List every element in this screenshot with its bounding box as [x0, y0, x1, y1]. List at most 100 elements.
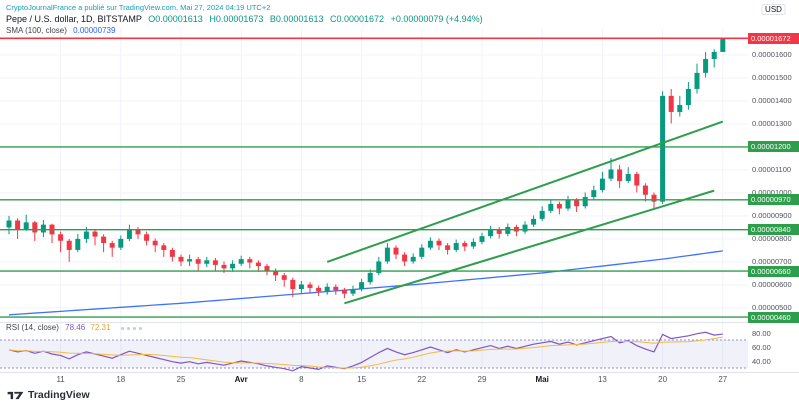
candle-body [273, 270, 279, 276]
candle-body [522, 224, 528, 232]
price-axis-label: 0.00001100 [752, 165, 792, 175]
trend-channel-line [326, 120, 724, 263]
candle-body [453, 243, 459, 250]
rsi-value: 78.46 [65, 323, 86, 332]
tradingview-logo-icon [7, 391, 24, 399]
rsi-ma-value: 72.31 [90, 323, 111, 332]
candle-body [539, 210, 545, 219]
candle-body [187, 259, 193, 262]
candle-body [685, 88, 691, 106]
time-axis-label: 8 [299, 375, 304, 384]
sma-line [8, 250, 723, 316]
time-axis-label: Avr [234, 375, 248, 384]
support-price-badge: 0.00000660 [748, 265, 799, 277]
candle-body [83, 231, 89, 239]
support-price-badge: 0.00000460 [748, 311, 799, 323]
candle-body [393, 247, 399, 255]
candle-body [307, 284, 313, 288]
candle-body [625, 174, 631, 181]
candle-body [247, 259, 253, 263]
candle-body [118, 238, 124, 248]
candle-body [419, 247, 425, 257]
price-axis[interactable]: USD 0.00001600 0.00001500 0.00001400 0.0000… [748, 0, 799, 372]
candle-body [333, 286, 339, 291]
support-price-badge: 0.00001200 [748, 141, 799, 153]
price-axis-label: 0.00001500 [752, 73, 792, 83]
candle-body [75, 238, 81, 250]
candle-body [152, 240, 158, 246]
chart-legend: CryptoJournalFrance a publié sur Trading… [6, 3, 483, 37]
candle-body [548, 203, 554, 211]
time-axis-label: 18 [116, 375, 126, 384]
candle-body [488, 229, 494, 237]
time-axis-label: Mai [535, 375, 549, 384]
legend-dots-icon [118, 323, 142, 332]
price-axis-label: 0.00000600 [752, 280, 792, 290]
candle-body [660, 95, 666, 202]
time-axis-label: 11 [56, 375, 65, 384]
candle-body [144, 234, 150, 241]
candle-body [169, 249, 175, 257]
candle-body [574, 200, 580, 207]
sma-legend[interactable]: SMA (100, close) 0.00000739 [6, 26, 483, 36]
candle-body [591, 190, 597, 198]
price-axis-label: 0.00000500 [752, 303, 792, 313]
rsi-line [8, 331, 723, 372]
candle-body [135, 229, 141, 235]
tradingview-logo[interactable]: TradingView [7, 389, 90, 401]
candle-body [531, 218, 537, 225]
price-change: +0.00000079 (+4.94%) [390, 13, 483, 24]
candle-body [582, 197, 588, 207]
candle-body [316, 287, 322, 292]
candle-body [161, 245, 167, 250]
candle-body [711, 51, 717, 60]
candle-body [298, 284, 304, 290]
time-axis[interactable]: 11 18 25 Avr 8 15 22 29 Mai 13 20 27 [0, 372, 799, 392]
sma-value: 0.00000739 [73, 26, 116, 36]
candle-body [634, 174, 640, 186]
time-axis-label: 25 [176, 375, 186, 384]
price-axis-label: 0.00000900 [752, 211, 792, 221]
candle-body [599, 178, 605, 191]
candle-body [617, 169, 623, 181]
rsi-axis-label: 40.00 [752, 356, 771, 366]
ohlc-low: B0.00001613 [269, 13, 324, 24]
candle-body [212, 260, 218, 265]
candle-body [23, 222, 29, 230]
candle-body [101, 236, 107, 244]
candle-body [350, 289, 356, 294]
rsi-legend[interactable]: RSI (14, close) 78.46 72.31 [6, 323, 142, 332]
time-axis-label: 20 [658, 375, 668, 384]
time-axis-label: 29 [477, 375, 487, 384]
candle-body [290, 279, 296, 290]
candle-body [720, 38, 726, 52]
symbol-title[interactable]: Pepe / U.S. dollar, 1D, BITSTAMP [6, 13, 142, 24]
rsi-axis-label: 80.00 [752, 328, 771, 338]
candle-body [694, 72, 700, 89]
candle-body [436, 240, 442, 246]
ohlc-open: O0.00001613 [148, 13, 203, 24]
rsi-name: RSI (14, close) [6, 323, 59, 332]
candle-body [556, 203, 562, 209]
candle-body [367, 272, 373, 283]
sma-name: SMA (100, close) [6, 26, 67, 36]
candle-body [427, 240, 433, 248]
time-axis-label: 13 [597, 375, 607, 384]
candle-body [341, 290, 347, 294]
candle-body [264, 266, 270, 271]
price-axis-label: 0.00001400 [752, 96, 792, 106]
support-price-badge: 0.00000840 [748, 224, 799, 236]
current-price-badge: 0.00001672 [748, 32, 799, 44]
candle-body [109, 243, 115, 248]
candle-body [470, 241, 476, 247]
candle-body [384, 247, 390, 262]
rsi-band [0, 340, 748, 368]
price-axis-label: 0.00001600 [752, 50, 792, 60]
candle-body [195, 259, 201, 264]
symbol-legend[interactable]: Pepe / U.S. dollar, 1D, BITSTAMP O0.0000… [6, 14, 483, 26]
candle-body [58, 234, 64, 241]
price-axis-label: 0.00001300 [752, 119, 792, 129]
candle-body [410, 256, 416, 262]
